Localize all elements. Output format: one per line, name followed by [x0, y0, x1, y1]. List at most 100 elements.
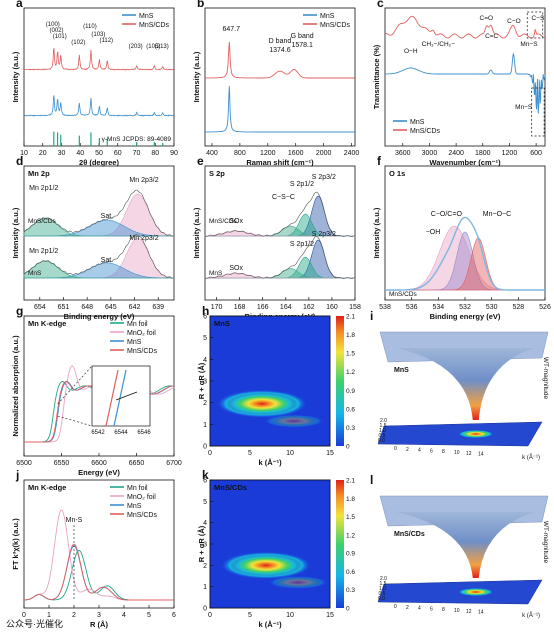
x-tick-label: 70 — [133, 150, 141, 157]
x-tick-label: 10 — [286, 450, 294, 457]
peak-label: Mn−O−C — [483, 211, 511, 218]
y-tick-label: 0 — [203, 606, 207, 613]
x-tick-label: 0 — [22, 612, 26, 619]
panel-letter: c — [377, 0, 384, 10]
x-tick-label: 800 — [234, 150, 246, 157]
axis-tick-label: 14 — [478, 452, 484, 458]
peak-label: (213) — [155, 44, 169, 50]
y-tick-label: 0 — [203, 444, 207, 451]
y-tick-label: 3 — [203, 379, 207, 386]
panel-letter: b — [197, 0, 204, 10]
series-MnS — [24, 95, 174, 116]
component-peak — [205, 240, 355, 278]
band-label: CH₃−/CH₂− — [422, 41, 456, 48]
panel-g: 6500 6550 6600 6650 6700Energy (eV)Normalize… — [11, 304, 182, 477]
x-tick-label: 162 — [303, 304, 315, 311]
peak-label: S 2p1/2 — [290, 241, 314, 248]
colorbar-tick-label: 0 — [346, 606, 350, 613]
x-axis-label: Energy (eV) — [78, 468, 120, 477]
panel-title: Mn K-edge — [28, 319, 66, 328]
x-tick-label: 651 — [58, 304, 70, 311]
axis-label: k (Å⁻¹) — [522, 612, 540, 619]
x-tick-label: 3000 — [422, 150, 438, 157]
panel-title: MnS — [394, 367, 409, 374]
legend-entry: Mn foil — [127, 485, 148, 492]
panel-b: 400 800 1200 1600 2000 2400Raman shift (cm⁻¹)… — [192, 0, 359, 167]
sample-label: MnS/CDs — [28, 218, 57, 225]
x-tick-label: 648 — [81, 304, 93, 311]
x-axis-label: Binding energy (eV) — [430, 312, 501, 321]
y-tick-label: 3 — [203, 542, 207, 549]
x-tick-label: 534 — [432, 304, 444, 311]
colorbar-tick-label: 0.6 — [346, 569, 355, 576]
heatmap-lobe — [230, 554, 303, 576]
x-tick-label: 1800 — [475, 150, 491, 157]
axis-tick-label: 8 — [442, 607, 445, 613]
x-tick-label: 538 — [379, 304, 391, 311]
band-label: D band — [269, 38, 292, 45]
y-tick-label: 6 — [203, 314, 207, 321]
heatmap-lobe — [264, 415, 324, 428]
component-peak — [205, 196, 355, 236]
y-tick-label: 2 — [203, 400, 207, 407]
heatmap-lobe — [226, 393, 299, 415]
panel-k: 0 5 10 15k (Å⁻¹)R + αR (Å)k0123456MnS/CDs00… — [197, 468, 355, 629]
colorbar-tick-label: 0 — [346, 444, 350, 451]
x-tick-label: 164 — [280, 304, 292, 311]
x-tick-label: 6550 — [54, 460, 70, 467]
y-tick-label: 6 — [203, 478, 207, 485]
y-axis-label: Normalized absorption (a.u.) — [11, 335, 20, 437]
series-MnO₂ foil — [24, 510, 174, 600]
x-axis-label: R (Å) — [90, 620, 108, 629]
peak-label: Mn 2p3/2 — [129, 177, 158, 184]
legend-entry: MnS — [127, 339, 142, 346]
peak-label: SOx — [229, 218, 243, 225]
peak-label: (203) — [129, 44, 143, 50]
x-tick-label: 5 — [248, 450, 252, 457]
x-tick-label: 6650 — [129, 460, 145, 467]
x-axis-label: k (Å⁻¹) — [258, 458, 282, 467]
peak-label: (110) — [83, 24, 97, 30]
series-MnS — [205, 86, 355, 132]
plot-frame — [385, 8, 545, 146]
x-tick-label: 2400 — [448, 150, 464, 157]
axis-tick-label: 12 — [466, 451, 472, 457]
colorbar — [336, 480, 344, 608]
panel-title: MnS — [214, 319, 230, 328]
series-MnS/CDs — [24, 48, 174, 70]
peak-label: 647.7 — [222, 26, 240, 33]
legend-entry: MnS/CDs — [139, 22, 169, 29]
peak-label: (102) — [71, 40, 85, 46]
inset-tick-label: 6546 — [137, 430, 151, 436]
x-tick-label: 4 — [122, 612, 126, 619]
z-axis-label: WT-magnitude — [542, 521, 549, 564]
colorbar-tick-label: 1.2 — [346, 369, 355, 376]
x-tick-label: 168 — [234, 304, 246, 311]
colorbar-tick-label: 0.9 — [346, 388, 355, 395]
x-axis-label: Binding energy (eV) — [64, 312, 135, 321]
legend-entry: MnS/CDs — [410, 128, 440, 135]
inset-tick-label: 6544 — [114, 430, 128, 436]
colorbar-tick-label: 1.5 — [346, 514, 355, 521]
x-tick-label: 60 — [114, 150, 122, 157]
band-label: C=O — [480, 15, 494, 22]
y-tick-label: 2 — [203, 563, 207, 570]
panel-title: MnS/CDs — [394, 531, 425, 538]
y-axis-label: FT k³χ(k) (a.u.) — [11, 518, 20, 570]
peak-label: Mn 2p1/2 — [29, 185, 58, 192]
x-tick-label: 6500 — [16, 460, 32, 467]
band-label: C−O — [507, 18, 521, 25]
x-tick-label: 5 — [147, 612, 151, 619]
y-axis-label: Intensity (a.u.) — [372, 207, 381, 258]
colorbar-tick-label: 1.2 — [346, 532, 355, 539]
legend-entry: MnO₂ foil — [127, 330, 156, 337]
band-value: 1374.6 — [269, 47, 291, 54]
y-axis-label: Intensity (a.u.) — [192, 51, 201, 102]
axis-tick-label: 8 — [442, 449, 445, 455]
band-label: G band — [291, 33, 314, 40]
band-value: 1578.1 — [291, 42, 313, 49]
axis-tick-label: 6 — [430, 606, 433, 612]
legend-entry: MnO₂ foil — [127, 494, 156, 501]
x-tick-label: 15 — [326, 450, 334, 457]
colorbar-tick-label: 0.3 — [346, 425, 355, 432]
